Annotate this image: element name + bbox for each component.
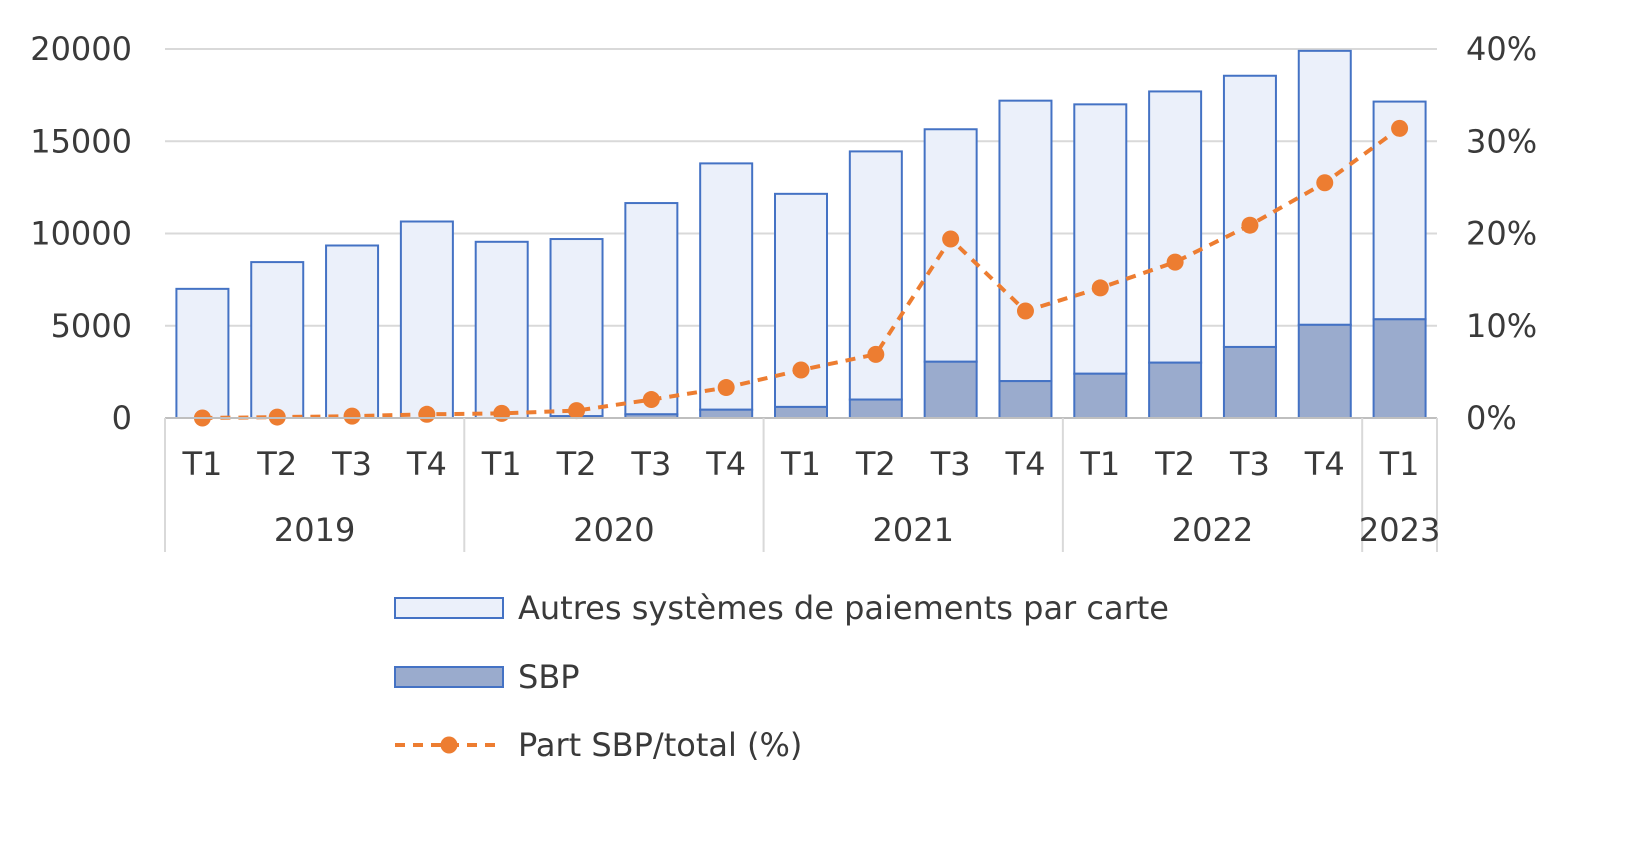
x-tick-label: T4 bbox=[1304, 445, 1345, 483]
group-label: 2020 bbox=[573, 511, 654, 549]
bar-autres bbox=[474, 240, 529, 419]
bar-autres bbox=[250, 261, 305, 419]
y-left-tick-label: 0 bbox=[112, 399, 132, 437]
share-point bbox=[418, 405, 436, 423]
share-point bbox=[343, 407, 361, 425]
share-point bbox=[1091, 279, 1109, 297]
bar-sbp bbox=[1148, 361, 1203, 419]
bar-sbp bbox=[998, 380, 1053, 420]
x-tick-label: T1 bbox=[181, 445, 222, 483]
x-tick-label: T1 bbox=[1379, 445, 1420, 483]
bar-sbp bbox=[699, 408, 754, 420]
x-tick-label: T2 bbox=[556, 445, 597, 483]
x-tick-label: T4 bbox=[1005, 445, 1046, 483]
bar-sbp bbox=[1372, 318, 1427, 420]
y-right-tick-label: 20% bbox=[1466, 215, 1537, 253]
legend-swatch-sbp bbox=[394, 666, 504, 688]
bar-autres bbox=[624, 202, 679, 416]
legend-label-sbp: SBP bbox=[518, 658, 580, 696]
y-right-tick-label: 40% bbox=[1466, 30, 1537, 68]
bar-autres bbox=[325, 244, 380, 419]
y-right-tick-label: 0% bbox=[1466, 399, 1517, 437]
bar-sbp bbox=[848, 398, 903, 419]
x-tick-label: T4 bbox=[705, 445, 746, 483]
group-label: 2019 bbox=[274, 511, 355, 549]
x-tick-label: T3 bbox=[331, 445, 372, 483]
group-label: 2023 bbox=[1359, 511, 1440, 549]
share-point bbox=[493, 404, 511, 422]
share-point bbox=[642, 391, 660, 409]
bar-sbp bbox=[1297, 323, 1352, 420]
share-point bbox=[1391, 119, 1409, 137]
bar-autres bbox=[1372, 100, 1427, 321]
bar-autres bbox=[699, 162, 754, 411]
bar-sbp bbox=[774, 405, 828, 419]
share-line bbox=[193, 119, 1409, 427]
x-tick-label: T1 bbox=[1079, 445, 1120, 483]
bar-sbp bbox=[1222, 345, 1277, 419]
x-tick-label: T3 bbox=[930, 445, 971, 483]
x-tick-label: T2 bbox=[855, 445, 896, 483]
y-left-tick-label: 20000 bbox=[30, 30, 132, 68]
x-tick-label: T3 bbox=[630, 445, 671, 483]
group-label: 2022 bbox=[1172, 511, 1253, 549]
x-tick-label: T1 bbox=[481, 445, 522, 483]
legend: Autres systèmes de paiements par carte SB… bbox=[394, 589, 1169, 764]
share-point bbox=[1016, 302, 1034, 320]
x-tick-label: T1 bbox=[780, 445, 821, 483]
bar-autres bbox=[998, 99, 1053, 383]
share-point bbox=[1166, 253, 1184, 271]
share-point bbox=[717, 379, 735, 397]
share-point bbox=[1241, 216, 1259, 234]
y-right-tick-label: 30% bbox=[1466, 122, 1537, 160]
legend-swatch-autres bbox=[394, 597, 504, 619]
share-point bbox=[867, 345, 885, 363]
bar-autres bbox=[1073, 103, 1128, 375]
bar-autres bbox=[1148, 90, 1203, 364]
x-tick-label: T2 bbox=[1154, 445, 1195, 483]
bar-autres bbox=[175, 287, 230, 419]
x-tick-label: T3 bbox=[1229, 445, 1270, 483]
axes: 0 5000 10000 15000 20000 0% 10% 20% 30% 40% T1 T2 T3… bbox=[30, 30, 1537, 552]
bar-sbp bbox=[1073, 372, 1128, 419]
legend-label-share: Part SBP/total (%) bbox=[518, 726, 802, 764]
group-label: 2021 bbox=[873, 511, 954, 549]
y-left-tick-label: 15000 bbox=[30, 122, 132, 160]
bar-sbp bbox=[923, 360, 978, 420]
share-point bbox=[1316, 174, 1334, 192]
bar-autres bbox=[399, 220, 454, 419]
y-left-tick-label: 10000 bbox=[30, 215, 132, 253]
share-point bbox=[568, 402, 586, 420]
bar-autres bbox=[549, 238, 604, 418]
bars bbox=[175, 49, 1427, 420]
bar-autres bbox=[1222, 74, 1277, 348]
legend-marker-share bbox=[440, 736, 458, 754]
share-point bbox=[792, 361, 810, 379]
y-left-tick-label: 5000 bbox=[51, 307, 132, 345]
share-point bbox=[942, 230, 960, 248]
x-tick-label: T4 bbox=[406, 445, 447, 483]
legend-label-autres: Autres systèmes de paiements par carte bbox=[518, 589, 1169, 627]
x-tick-label: T2 bbox=[256, 445, 297, 483]
y-right-tick-label: 10% bbox=[1466, 307, 1537, 345]
